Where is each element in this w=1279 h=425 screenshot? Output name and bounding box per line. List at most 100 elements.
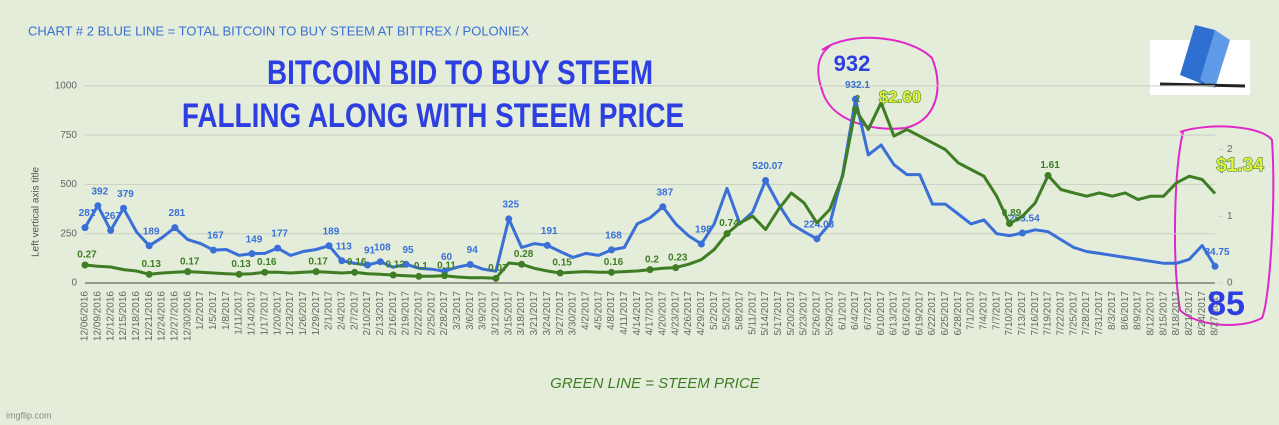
value-label: 198 — [695, 225, 712, 236]
value-label: 189 — [323, 226, 340, 237]
x-tick-label: 4/5/2017 — [593, 291, 604, 330]
x-tick-label: 4/8/2017 — [606, 291, 617, 330]
data-point — [607, 246, 615, 254]
value-label: 167 — [207, 231, 224, 242]
x-tick-label: 7/28/2017 — [1081, 291, 1092, 336]
x-tick-label: 5/23/2017 — [799, 291, 810, 336]
data-point — [505, 215, 513, 223]
x-tick-label: 12/06/2016 — [80, 291, 91, 341]
value-label: 0.16 — [257, 257, 277, 268]
data-point — [813, 235, 821, 243]
data-point — [1006, 220, 1014, 228]
x-tick-label: 7/4/2017 — [979, 291, 990, 330]
value-label: 0.13 — [141, 259, 161, 270]
headline: BITCOIN BID TO BUY STEEM — [267, 53, 653, 91]
x-tick-label: 1/23/2017 — [285, 291, 296, 336]
x-tick-label: 7/10/2017 — [1004, 291, 1015, 336]
x-tick-label: 6/7/2017 — [863, 291, 874, 330]
data-point — [107, 226, 115, 234]
x-tick-label: 2/28/2017 — [439, 291, 450, 336]
value-label: 0.23 — [668, 252, 688, 263]
data-point — [851, 95, 859, 103]
y-tick-label: 750 — [60, 130, 77, 141]
x-tick-label: 8/12/2017 — [1145, 291, 1156, 336]
x-tick-label: 7/19/2017 — [1043, 291, 1054, 336]
data-point — [81, 224, 89, 232]
x-tick-label: 4/29/2017 — [696, 291, 707, 336]
x-tick-label: 2/1/2017 — [324, 291, 335, 330]
data-point — [389, 271, 397, 279]
x-tick-label: 5/29/2017 — [824, 291, 835, 336]
data-point — [184, 268, 192, 276]
data-point — [851, 105, 859, 113]
x-tick-label: 2/22/2017 — [414, 291, 425, 336]
chart-title: CHART # 2 BLUE LINE = TOTAL BITCOIN TO B… — [28, 23, 529, 38]
x-tick-label: 5/20/2017 — [786, 291, 797, 336]
annotation: $2.60 — [879, 87, 922, 106]
data-point — [351, 268, 359, 276]
x-tick-label: 1/17/2017 — [259, 291, 270, 336]
y-tick-label: 500 — [60, 179, 77, 190]
highlight-circle — [1173, 125, 1275, 326]
annotation: 85 — [1207, 285, 1245, 323]
value-label: 392 — [91, 186, 108, 197]
x-tick-label: 8/9/2017 — [1133, 291, 1144, 330]
x-tick-label: 12/24/2016 — [157, 291, 168, 341]
value-label: 108 — [374, 242, 391, 253]
x-tick-label: 3/24/2017 — [542, 291, 553, 336]
x-tick-label: 2/25/2017 — [426, 291, 437, 336]
data-point — [81, 261, 89, 269]
value-label: 0.27 — [77, 250, 97, 261]
value-label: 91 — [364, 246, 376, 257]
value-label: 932.1 — [845, 80, 870, 91]
data-point — [441, 272, 449, 280]
value-label: 379 — [117, 189, 134, 200]
data-point — [556, 269, 564, 277]
data-point — [312, 268, 320, 276]
x-tick-label: 2/10/2017 — [362, 291, 373, 336]
value-label: 0.17 — [308, 256, 328, 267]
value-label: 149 — [246, 234, 263, 245]
data-point — [235, 270, 243, 278]
x-axis-title: GREEN LINE = STEEM PRICE — [550, 375, 761, 392]
x-tick-label: 4/26/2017 — [683, 291, 694, 336]
data-point — [415, 272, 423, 280]
data-point — [364, 261, 371, 269]
x-tick-label: 4/14/2017 — [632, 291, 643, 336]
x-tick-label: 7/13/2017 — [1017, 291, 1028, 336]
value-label: 168 — [605, 231, 622, 242]
x-tick-label: 6/28/2017 — [953, 291, 964, 336]
watermark: imgflip.com — [6, 410, 52, 420]
data-point — [659, 203, 667, 211]
x-tick-label: 12/30/2016 — [182, 291, 193, 341]
x-tick-label: 8/24/2017 — [1197, 291, 1208, 336]
x-tick-label: 8/18/2017 — [1171, 291, 1182, 336]
x-tick-label: 6/25/2017 — [940, 291, 951, 336]
value-label: 253.54 — [1009, 214, 1040, 225]
data-point — [145, 242, 153, 250]
y2-tick-label: 0 — [1227, 278, 1233, 289]
value-label: 325 — [502, 200, 519, 211]
data-point — [248, 250, 256, 258]
x-tick-label: 2/19/2017 — [401, 291, 412, 336]
x-tick-label: 3/21/2017 — [529, 291, 540, 336]
data-point — [145, 270, 153, 278]
x-tick-label: 7/22/2017 — [1056, 291, 1067, 336]
x-tick-label: 4/23/2017 — [670, 291, 681, 336]
data-point — [492, 274, 500, 282]
x-tick-label: 5/8/2017 — [735, 291, 746, 330]
value-label: 0.16 — [347, 257, 367, 268]
value-label: 113 — [336, 241, 353, 252]
x-tick-label: 1/11/2017 — [234, 291, 245, 335]
x-tick-label: 3/9/2017 — [478, 291, 489, 330]
x-tick-label: 1/5/2017 — [208, 291, 219, 330]
x-tick-label: 1/26/2017 — [298, 291, 309, 336]
x-tick-label: 8/21/2017 — [1184, 291, 1195, 336]
x-tick-label: 1/29/2017 — [311, 291, 322, 336]
data-point — [672, 264, 680, 272]
data-point — [274, 244, 282, 252]
x-tick-label: 7/7/2017 — [991, 291, 1002, 330]
x-tick-label: 8/27/2017 — [1210, 291, 1221, 336]
headline: FALLING ALONG WITH STEEM PRICE — [182, 96, 684, 134]
